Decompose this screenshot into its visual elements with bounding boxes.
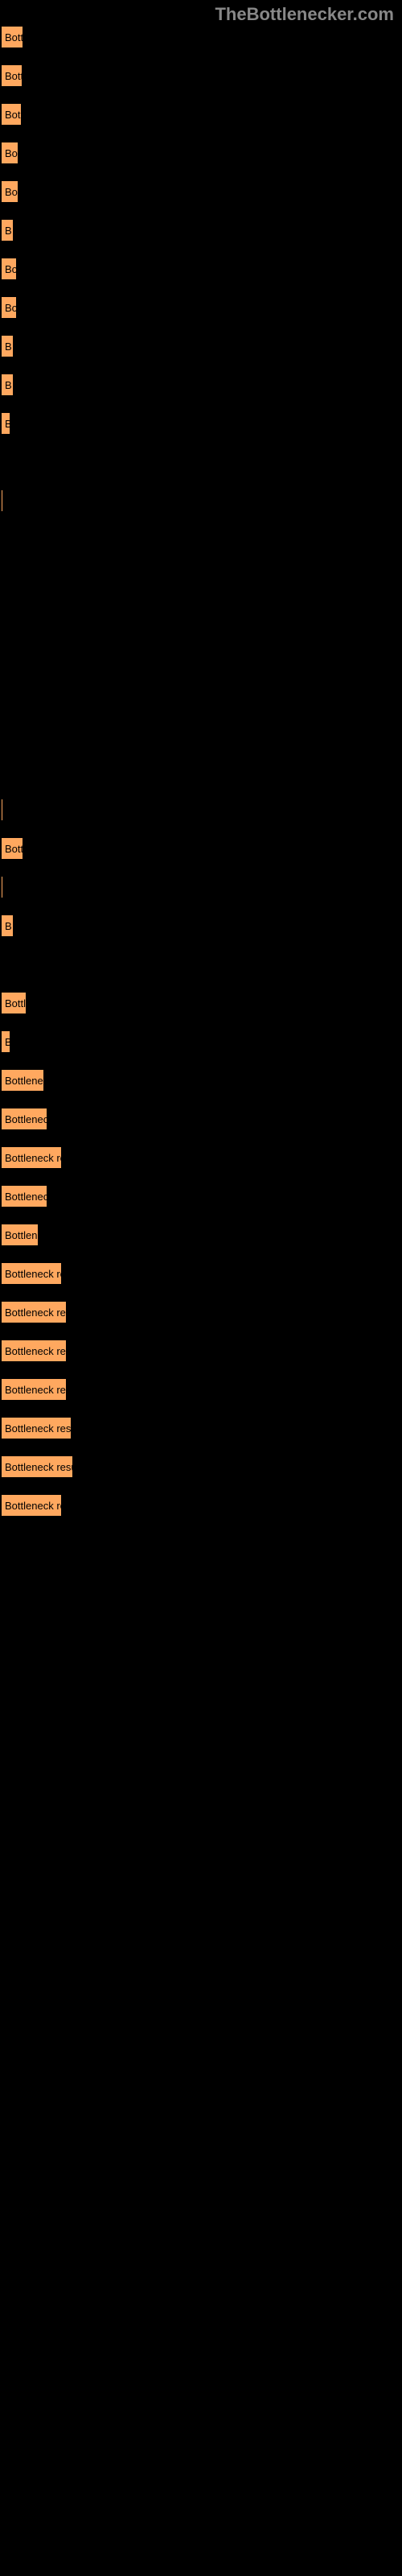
bar-row: Bottleneck [0, 1107, 402, 1146]
bar-label: B [5, 341, 12, 353]
bar-row: Bo [0, 295, 402, 334]
bar-gap [0, 605, 402, 643]
bar-gap [0, 566, 402, 605]
bar: Bottleneck res [0, 1377, 68, 1402]
bar-row: Bott [0, 64, 402, 102]
bar-label: Bottleneck [5, 1191, 48, 1203]
bar-gap [0, 759, 402, 798]
bar-row: Bottl [0, 991, 402, 1030]
bar-label: Bo [5, 147, 18, 159]
bar-gap [0, 643, 402, 682]
bar-gap [0, 450, 402, 489]
bar: B [0, 914, 14, 938]
bar: Bottleneck re [0, 1146, 63, 1170]
bar-label: Bottleneck resu [5, 1422, 72, 1435]
bar-label: Bot [5, 109, 21, 121]
bar-row [0, 489, 402, 527]
bar-row: B [0, 218, 402, 257]
bar-row: Bo [0, 257, 402, 295]
bar-label: Bottlenec [5, 1075, 45, 1087]
bar-label: B [5, 418, 11, 430]
bar-row: Bottleneck re [0, 1146, 402, 1184]
bar-label: Bottleneck resu [5, 1461, 74, 1473]
bar-row: Bo [0, 141, 402, 180]
bar: Bottleneck resu [0, 1455, 74, 1479]
bar: Bott [0, 25, 24, 49]
bar-row: B [0, 914, 402, 952]
bar: Bottleneck [0, 1184, 48, 1208]
bar: Bo [0, 257, 18, 281]
bar: Bottlenec [0, 1068, 45, 1092]
bar-gap [0, 720, 402, 759]
bar-label: B [5, 379, 12, 391]
bar: Bot [0, 102, 23, 126]
bar: Bottl [0, 991, 27, 1015]
bar: B [0, 373, 14, 397]
bar-label: Bo [5, 302, 18, 314]
bar-row: Bottleneck resu [0, 1455, 402, 1493]
bar-label: Bottlene [5, 1229, 39, 1241]
page-header: TheBottlenecker.com [0, 0, 402, 25]
bar [0, 875, 4, 899]
bar [0, 798, 4, 822]
bar-row: Bottleneck re [0, 1493, 402, 1532]
bar: Bo [0, 141, 19, 165]
bar: Bottleneck res [0, 1300, 68, 1324]
bar-label: B [5, 920, 12, 932]
bar-row: Bottleneck res [0, 1300, 402, 1339]
bar-label: Bottleneck res [5, 1307, 68, 1319]
bar-row: B [0, 373, 402, 411]
bar: Bottleneck re [0, 1493, 63, 1517]
bar-gap [0, 527, 402, 566]
bar-row: Bottleneck [0, 1184, 402, 1223]
bar-label: Bottleneck [5, 1113, 48, 1125]
bar [0, 489, 4, 513]
bar-label: Bott [5, 843, 23, 855]
bar-row: Bot [0, 102, 402, 141]
bar: Bottleneck re [0, 1261, 63, 1286]
bar-row: Bottleneck resu [0, 1416, 402, 1455]
bar: B [0, 218, 14, 242]
bar-row [0, 875, 402, 914]
bar-row: B [0, 1030, 402, 1068]
bar-row: Bottlene [0, 1223, 402, 1261]
bar-label: Bottleneck res [5, 1345, 68, 1357]
bar-row [0, 798, 402, 836]
bar-label: Bottl [5, 997, 26, 1009]
bar-label: Bottleneck res [5, 1384, 68, 1396]
bar: B [0, 1030, 11, 1054]
bar: Bottleneck [0, 1107, 48, 1131]
bar-gap [0, 682, 402, 720]
bar-row: B [0, 411, 402, 450]
bar-row: Bott [0, 25, 402, 64]
bar-label: Bott [5, 31, 23, 43]
bar: Bottleneck resu [0, 1416, 72, 1440]
bar-row: Bo [0, 180, 402, 218]
bar-label: Bo [5, 263, 18, 275]
bar: B [0, 334, 14, 358]
bar: B [0, 411, 11, 436]
bars-container: Bott Bott Bot Bo Bo B Bo Bo B B B Bott B Bottl B Bottle… [0, 25, 402, 1532]
bar-row: Bottlenec [0, 1068, 402, 1107]
bar-label: Bo [5, 186, 18, 198]
bar-row: Bottleneck res [0, 1339, 402, 1377]
bar-label: B [5, 225, 12, 237]
bar: Bottleneck res [0, 1339, 68, 1363]
bar-row: Bottleneck res [0, 1377, 402, 1416]
bar-gap [0, 952, 402, 991]
bar: Bott [0, 64, 23, 88]
bar-row: B [0, 334, 402, 373]
bar-row: Bott [0, 836, 402, 875]
bar: Bo [0, 295, 18, 320]
bar-label: Bottleneck re [5, 1152, 63, 1164]
bar: Bottlene [0, 1223, 39, 1247]
bar-label: B [5, 1036, 11, 1048]
bar: Bo [0, 180, 19, 204]
bar-label: Bottleneck re [5, 1268, 63, 1280]
bar-label: Bott [5, 70, 23, 82]
bar: Bott [0, 836, 24, 861]
domain-label: TheBottlenecker.com [215, 4, 394, 24]
bar-label: Bottleneck re [5, 1500, 63, 1512]
bar-row: Bottleneck re [0, 1261, 402, 1300]
